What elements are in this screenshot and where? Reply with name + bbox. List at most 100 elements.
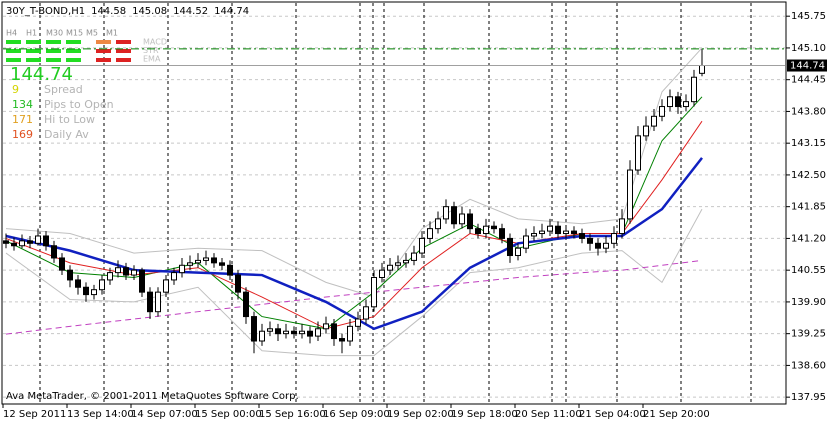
signal <box>26 49 41 53</box>
candle-body <box>363 306 369 320</box>
indicator-name: STR <box>143 46 159 55</box>
candle-body <box>67 269 73 281</box>
candle-body <box>163 279 169 293</box>
big-price: 144.74 <box>10 64 73 85</box>
copyright: Ava MetaTrader, © 2001-2011 MetaQuotes S… <box>6 391 299 402</box>
y-tick-label: 141.85 <box>791 202 826 213</box>
timeframe: M5 <box>86 29 98 38</box>
last-price-box <box>787 59 827 72</box>
candle-body <box>539 230 545 235</box>
stats: 9 Spread 134 Pips to Open 171 Hi to Low 169 Dai… <box>12 83 114 141</box>
stat-label: Pips to Open <box>44 98 114 111</box>
candle-body <box>3 240 9 244</box>
candle-body <box>587 237 593 244</box>
candle-body <box>483 225 489 235</box>
candle-body <box>299 330 305 335</box>
x-tick-label: 15 Sep 16:00 <box>259 409 326 420</box>
signal <box>46 49 61 53</box>
grid <box>3 15 785 398</box>
candle-body <box>411 252 417 261</box>
plot-frame <box>1 1 787 405</box>
candle-body <box>267 328 273 332</box>
x-tick-label: 16 Sep 09:00 <box>323 409 390 420</box>
candle-body <box>651 115 657 127</box>
timeframe: H1 <box>26 29 37 38</box>
candle-body <box>211 257 217 264</box>
candle-body <box>427 228 433 239</box>
signal <box>116 49 131 53</box>
x-tick-label: 21 Sep 20:00 <box>643 409 710 420</box>
x-tick-label: 13 Sep 14:00 <box>67 409 134 420</box>
candle-body <box>315 328 321 337</box>
candle-body <box>323 323 329 330</box>
y-tick-label: 144.45 <box>791 75 826 86</box>
signal <box>6 49 21 53</box>
stat-value: 169 <box>12 128 33 141</box>
x-tick-label: 12 Sep 2011 <box>3 409 66 420</box>
candle-body <box>451 206 457 225</box>
signal <box>26 58 41 62</box>
candle-body <box>443 206 449 220</box>
timeframes: H4 H1 M30 M15 M5 M1 <box>6 29 118 38</box>
candle-body <box>355 318 361 327</box>
signal <box>66 58 81 62</box>
candle-body <box>59 257 65 271</box>
candle-body <box>563 230 569 235</box>
candle-body <box>371 276 377 308</box>
candle-body <box>195 259 201 264</box>
x-tick-label: 15 Sep 00:00 <box>195 409 262 420</box>
candle-body <box>219 262 225 266</box>
candle-body <box>571 230 577 235</box>
signal <box>46 58 61 62</box>
y-tick-label: 138.60 <box>791 360 826 371</box>
header-part: 145.08 <box>132 6 167 17</box>
stat-value: 171 <box>12 113 33 126</box>
candle-body <box>307 330 313 337</box>
candle-body <box>275 328 281 335</box>
candle-body <box>523 235 529 249</box>
header-part: 144.74 <box>214 6 249 17</box>
candle-body <box>259 330 265 342</box>
indicator-name: MACD <box>143 38 167 47</box>
price-axis: 145.75 145.10 144.45 143.80 143.15 142.50 141.… <box>786 11 827 403</box>
signal <box>96 40 111 44</box>
candle-body <box>107 272 113 281</box>
signal <box>26 40 41 44</box>
candle-body <box>579 233 585 239</box>
timeframe: H4 <box>6 29 17 38</box>
candle-body <box>187 262 193 266</box>
y-tick-label: 145.75 <box>791 11 826 22</box>
candle-body <box>467 213 473 230</box>
candle-body <box>91 289 97 296</box>
candle-body <box>595 242 601 249</box>
x-tick-label: 19 Sep 18:00 <box>451 409 518 420</box>
candle-body <box>387 264 393 271</box>
timeframe: M30 <box>46 29 63 38</box>
y-tick-label: 143.15 <box>791 138 826 149</box>
candle-body <box>675 96 681 108</box>
x-tick-label: 14 Sep 07:00 <box>131 409 198 420</box>
candle-body <box>659 106 665 117</box>
signal <box>6 58 21 62</box>
candle-body <box>51 245 57 259</box>
signal <box>46 40 61 44</box>
stat-label: Spread <box>44 83 83 96</box>
candle-body <box>419 237 425 254</box>
candles <box>3 48 705 354</box>
indicator-line <box>5 208 703 357</box>
candle-body <box>99 279 105 291</box>
stat-label: Daily Av <box>44 128 89 141</box>
x-tick-label: 19 Sep 02:00 <box>387 409 454 420</box>
candle-body <box>27 240 33 244</box>
candle-body <box>547 225 553 232</box>
candle-body <box>515 247 521 257</box>
candle-body <box>683 101 689 108</box>
candle-body <box>147 291 153 313</box>
candle-body <box>291 330 297 335</box>
candle-body <box>603 242 609 249</box>
candle-body <box>227 264 233 276</box>
y-tick-label: 137.95 <box>791 392 826 403</box>
candle-body <box>179 264 185 274</box>
